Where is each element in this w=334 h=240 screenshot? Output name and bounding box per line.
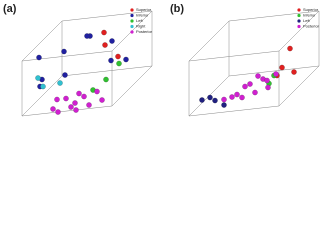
- legend-marker: [130, 19, 134, 23]
- legend-marker: [297, 24, 301, 29]
- point: [252, 89, 258, 96]
- box-edge: [188, 105, 280, 117]
- point: [242, 83, 248, 90]
- legend-label: Posterior: [303, 24, 320, 29]
- point: [199, 97, 205, 103]
- legend-marker: [130, 13, 134, 18]
- legend-label: Superior: [136, 7, 152, 12]
- point: [247, 81, 253, 87]
- legend-marker: [130, 24, 134, 29]
- box-edge: [278, 65, 320, 107]
- point: [287, 45, 293, 52]
- box-edge: [21, 50, 113, 62]
- point: [86, 102, 92, 108]
- point: [273, 71, 279, 77]
- point: [109, 38, 115, 44]
- point: [62, 72, 68, 78]
- legend-label: Inferior: [303, 13, 316, 18]
- point: [115, 53, 121, 60]
- point: [221, 102, 227, 108]
- point: [279, 64, 285, 71]
- point: [221, 96, 227, 103]
- point: [207, 94, 213, 101]
- box-edge: [188, 50, 280, 62]
- box-edge: [61, 65, 153, 77]
- point: [116, 60, 122, 67]
- point: [101, 29, 107, 36]
- point: [239, 94, 245, 101]
- box-edge: [188, 20, 230, 62]
- box-edge: [61, 10, 153, 22]
- legend-marker: [130, 8, 134, 12]
- legend-marker: [130, 30, 134, 34]
- point: [36, 54, 42, 61]
- legend-label: Left: [136, 18, 144, 23]
- point: [54, 96, 60, 103]
- point: [84, 33, 90, 39]
- point: [264, 77, 270, 84]
- point: [229, 94, 235, 100]
- point: [55, 109, 61, 115]
- point: [99, 97, 105, 103]
- legend-marker: [297, 13, 301, 18]
- point: [108, 57, 114, 64]
- box-edge: [21, 105, 113, 117]
- point: [291, 69, 297, 75]
- legend-label: Superior: [303, 7, 319, 12]
- point: [61, 48, 67, 55]
- point: [123, 56, 129, 63]
- legend-marker: [297, 19, 301, 23]
- point: [102, 42, 108, 48]
- legend-label: Right: [136, 24, 146, 29]
- point: [73, 107, 79, 113]
- point: [265, 84, 271, 91]
- legend-label: Posterior: [136, 29, 153, 34]
- box-edge: [111, 65, 153, 107]
- point: [40, 83, 46, 90]
- point: [50, 106, 56, 112]
- panel-title: (a): [3, 3, 17, 15]
- point: [81, 93, 87, 100]
- point: [94, 88, 100, 95]
- legend-marker: [297, 8, 301, 12]
- panel-title: (b): [170, 3, 184, 15]
- point: [35, 75, 41, 81]
- point: [234, 91, 240, 98]
- point: [72, 100, 78, 106]
- legend-label: Inferior: [136, 13, 149, 18]
- point: [103, 76, 109, 83]
- point: [255, 73, 261, 79]
- point: [212, 97, 218, 104]
- box-edge: [21, 75, 63, 117]
- box-edge: [278, 10, 320, 52]
- legend-label: Left: [303, 18, 311, 23]
- point: [63, 95, 69, 102]
- point: [76, 90, 82, 97]
- figure: (a) SuperiorInferiorLeftRightPosterior(b)…: [3, 3, 320, 117]
- box-edge: [228, 65, 320, 77]
- point: [57, 80, 63, 86]
- point: [68, 104, 74, 110]
- box-edge: [21, 20, 63, 62]
- box-edge: [228, 10, 320, 22]
